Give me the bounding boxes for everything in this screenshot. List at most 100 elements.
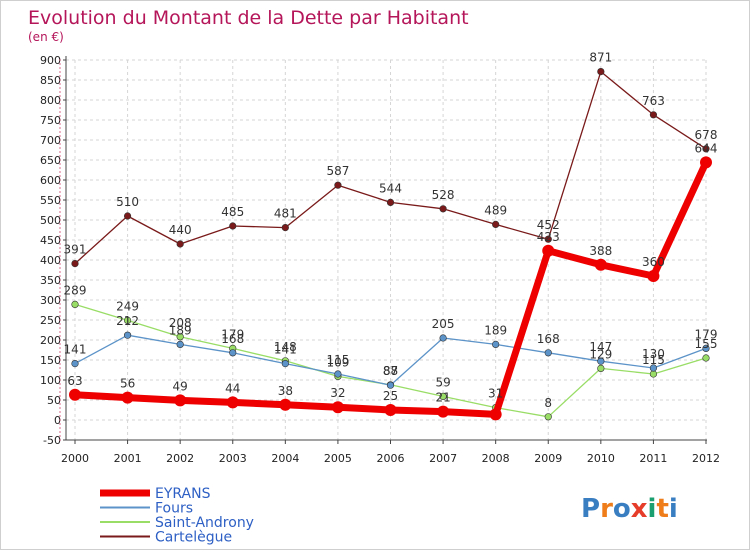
data-label-saint-androny: 249 (116, 299, 139, 313)
x-tick-label: 2012 (692, 452, 720, 465)
data-label-saint-androny: 208 (169, 316, 192, 330)
y-tick-label: 400 (40, 254, 61, 267)
y-tick-label: 500 (40, 214, 61, 227)
x-tick-label: 2005 (324, 452, 352, 465)
x-tick-label: 2008 (482, 452, 510, 465)
data-point-eyrans (385, 404, 397, 416)
x-tick-label: 2001 (114, 452, 142, 465)
logo-letter: i (648, 494, 657, 524)
data-point-cartel-gue (229, 223, 236, 230)
data-label-saint-androny: 109 (326, 355, 349, 369)
data-label-saint-androny: 59 (435, 375, 450, 389)
data-point-cartel-gue (72, 260, 79, 267)
data-label-saint-androny: 8 (544, 396, 552, 410)
data-point-eyrans (227, 396, 239, 408)
logo-letter: P (581, 494, 600, 524)
data-label-eyrans: 25 (383, 389, 398, 403)
data-label-fours: 189 (484, 323, 507, 337)
data-label-cartel-gue: 587 (326, 164, 349, 178)
data-point-saint-androny (703, 355, 710, 362)
data-label-cartel-gue: 489 (484, 203, 507, 217)
data-point-fours (72, 360, 79, 367)
data-point-fours (545, 350, 552, 357)
data-point-cartel-gue (598, 68, 605, 75)
y-tick-label: 750 (40, 114, 61, 127)
proxiti-logo-text: Proxiti (581, 494, 678, 524)
chart-subtitle: (en €) (28, 30, 64, 44)
y-tick-label: 350 (40, 274, 61, 287)
data-label-cartel-gue: 485 (221, 205, 244, 219)
data-label-cartel-gue: 763 (642, 94, 665, 108)
data-label-saint-androny: 129 (589, 347, 612, 361)
data-point-eyrans (700, 156, 712, 168)
data-label-fours: 205 (432, 317, 455, 331)
data-point-eyrans (542, 245, 554, 257)
y-tick-label: 850 (40, 74, 61, 87)
y-tick-label: 300 (40, 294, 61, 307)
data-point-saint-androny (650, 371, 657, 378)
y-tick-label: 100 (40, 374, 61, 387)
data-point-saint-androny (545, 414, 552, 421)
data-point-cartel-gue (177, 241, 184, 248)
data-label-saint-androny: 148 (274, 340, 297, 354)
data-label-fours: 141 (64, 343, 87, 357)
logo-letter: t (656, 494, 668, 524)
data-label-saint-androny: 179 (221, 327, 244, 341)
data-label-cartel-gue: 452 (537, 218, 560, 232)
data-point-saint-androny (72, 301, 79, 308)
y-tick-label: 450 (40, 234, 61, 247)
data-label-cartel-gue: 510 (116, 195, 139, 209)
data-point-fours (124, 332, 131, 339)
data-label-saint-androny: 289 (64, 283, 87, 297)
data-point-eyrans (647, 270, 659, 282)
data-label-cartel-gue: 871 (589, 51, 612, 65)
data-point-cartel-gue (650, 112, 657, 119)
x-tick-label: 2002 (166, 452, 194, 465)
data-label-eyrans: 360 (642, 255, 665, 269)
y-tick-label: 900 (40, 54, 61, 67)
data-point-eyrans (279, 399, 291, 411)
proxiti-logo: Proxiti (581, 494, 678, 524)
data-label-eyrans: 44 (225, 381, 240, 395)
data-label-eyrans: 56 (120, 377, 135, 391)
x-tick-label: 2003 (219, 452, 247, 465)
data-label-eyrans: 21 (435, 391, 450, 405)
data-point-eyrans (490, 408, 502, 420)
y-tick-label: 800 (40, 94, 61, 107)
logo-letter: x (631, 494, 648, 524)
x-tick-label: 2009 (534, 452, 562, 465)
data-label-cartel-gue: 544 (379, 181, 402, 195)
data-label-cartel-gue: 678 (695, 128, 718, 142)
data-point-fours (492, 341, 499, 348)
data-label-saint-androny: 155 (695, 337, 718, 351)
data-point-cartel-gue (440, 206, 447, 213)
x-tick-label: 2006 (377, 452, 405, 465)
data-label-cartel-gue: 481 (274, 207, 297, 221)
data-label-eyrans: 388 (589, 244, 612, 258)
data-point-eyrans (332, 401, 344, 413)
legend-label-cartel-gue: Cartelègue (155, 530, 232, 546)
logo-letter: r (600, 494, 613, 524)
data-label-eyrans: 644 (695, 141, 718, 155)
data-point-eyrans (174, 394, 186, 406)
data-label-eyrans: 49 (173, 379, 188, 393)
data-label-cartel-gue: 391 (64, 243, 87, 257)
logo-letter: o (613, 494, 631, 524)
data-point-fours (387, 382, 394, 389)
x-tick-label: 2007 (429, 452, 457, 465)
data-label-fours: 212 (116, 314, 139, 328)
data-point-cartel-gue (335, 182, 342, 189)
data-point-eyrans (122, 392, 134, 404)
data-point-eyrans (437, 406, 449, 418)
chart-title: Evolution du Montant de la Dette par Hab… (28, 7, 469, 29)
y-tick-label: 250 (40, 314, 61, 327)
y-tick-label: 650 (40, 154, 61, 167)
x-tick-label: 2000 (61, 452, 89, 465)
x-tick-label: 2011 (639, 452, 667, 465)
data-point-eyrans (69, 389, 81, 401)
data-label-saint-androny: 115 (642, 353, 665, 367)
data-label-cartel-gue: 528 (432, 188, 455, 202)
y-tick-label: 600 (40, 174, 61, 187)
data-point-saint-androny (598, 365, 605, 372)
data-label-saint-androny: 31 (488, 387, 503, 401)
